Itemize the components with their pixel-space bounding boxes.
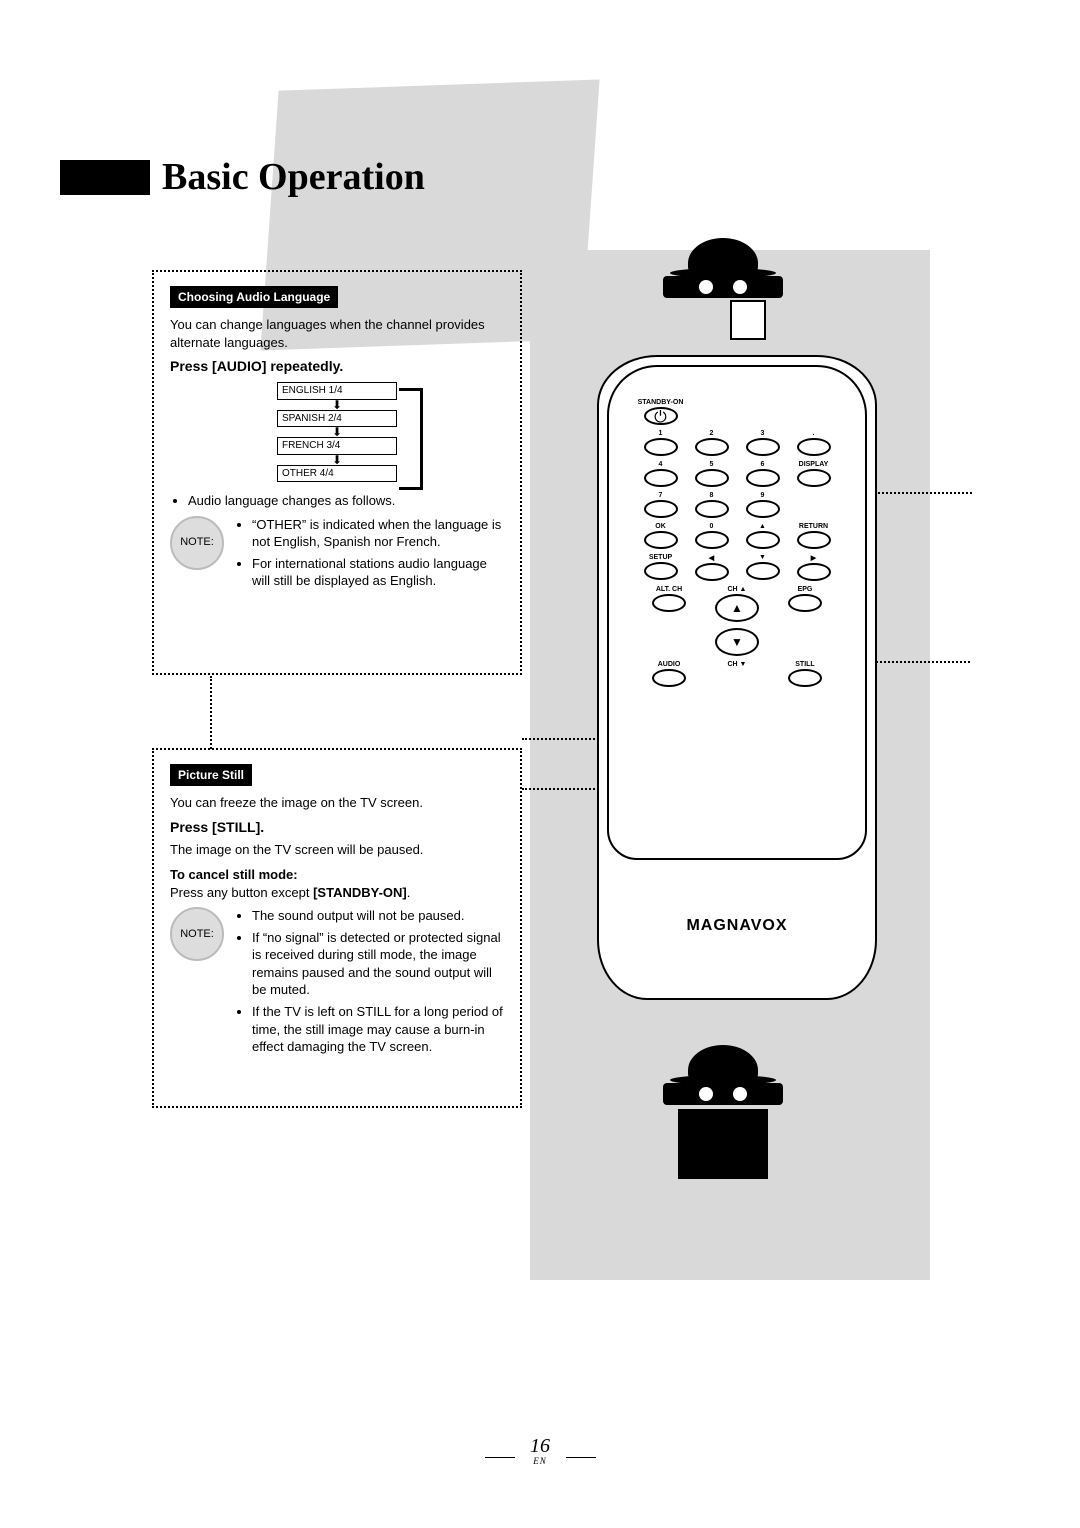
return-button [797, 531, 831, 549]
arrow-left-label: ◀ [688, 554, 735, 562]
display-button [797, 469, 831, 487]
altch-button [652, 594, 686, 612]
audio-language-tag: Choosing Audio Language [170, 286, 338, 308]
chup-button: ▲ [715, 594, 759, 622]
chup-label: CH ▲ [715, 586, 759, 593]
num-button [695, 438, 729, 456]
num-label: . [790, 430, 837, 437]
page-num-value: 16 [530, 1435, 550, 1457]
mascot-top [688, 238, 808, 340]
picture-still-box: Picture Still You can freeze the image o… [152, 748, 522, 1108]
num-button [746, 469, 780, 487]
num-label: 0 [688, 523, 735, 530]
num-label: 1 [637, 430, 684, 437]
audio-button [652, 669, 686, 687]
arrow-down-icon: ⬇ [277, 400, 397, 410]
audio-bullet: Audio language changes as follows. [188, 492, 504, 510]
num-label: 9 [739, 492, 786, 499]
setup-label: SETUP [637, 554, 684, 561]
audio-intro: You can change languages when the channe… [170, 316, 504, 351]
epg-button [788, 594, 822, 612]
still-note: The sound output will not be paused. [252, 907, 504, 925]
num-label: 6 [739, 461, 786, 468]
leader-audio-v [210, 676, 212, 749]
cancel-block: To cancel still mode: Press any button e… [170, 866, 504, 901]
picture-still-tag: Picture Still [170, 764, 252, 786]
audio-label: AUDIO [652, 661, 686, 668]
num-label: 4 [637, 461, 684, 468]
title-bar [60, 160, 150, 195]
audio-heading: Press [AUDIO] repeatedly. [170, 357, 504, 376]
num-button [746, 438, 780, 456]
setup-button [644, 562, 678, 580]
page-lang: EN [0, 1456, 1080, 1466]
standby-label: STANDBY-ON [637, 399, 684, 406]
audio-note: For international stations audio languag… [252, 555, 504, 590]
loop-arrow [399, 388, 423, 490]
arrow-up-button [746, 531, 780, 549]
arrow-down-icon: ⬇ [277, 427, 397, 437]
note-badge: NOTE: [170, 907, 224, 961]
mascot-bottom [688, 1045, 808, 1179]
arrow-right-button [797, 563, 831, 581]
arrow-up-label: ▲ [739, 523, 786, 530]
still-heading: Press [STILL]. [170, 818, 504, 837]
num-label: 3 [739, 430, 786, 437]
chdn-label: CH ▼ [728, 661, 747, 668]
remote-brand: MAGNAVOX [597, 917, 877, 935]
still-line: The image on the TV screen will be pause… [170, 841, 504, 859]
arrow-down-icon: ⬇ [277, 455, 397, 465]
page-title-row: Basic Operation [60, 155, 425, 199]
altch-label: ALT. CH [652, 586, 686, 593]
note-badge: NOTE: [170, 516, 224, 570]
still-button [788, 669, 822, 687]
cancel-bold: [STANDBY-ON] [313, 885, 407, 900]
num-label: 2 [688, 430, 735, 437]
ok-button [644, 531, 678, 549]
standby-button: ⏻ [644, 407, 678, 425]
epg-label: EPG [788, 586, 822, 593]
lang-option: OTHER 4/4 [277, 465, 397, 483]
num-label: 7 [637, 492, 684, 499]
cancel-post: . [407, 885, 411, 900]
num-label: 8 [688, 492, 735, 499]
display-label: DISPLAY [790, 461, 837, 468]
arrow-down-button [746, 562, 780, 580]
still-note: If “no signal” is detected or protected … [252, 929, 504, 999]
num-button [746, 500, 780, 518]
num-button [644, 469, 678, 487]
arrow-down-label: ▼ [739, 554, 786, 561]
audio-language-box: Choosing Audio Language You can change l… [152, 270, 522, 675]
num-button [695, 500, 729, 518]
num-button [797, 438, 831, 456]
page-number: 16 EN [0, 1435, 1080, 1466]
still-note: If the TV is left on STILL for a long pe… [252, 1003, 504, 1056]
arrow-left-button [695, 563, 729, 581]
num-label: 5 [688, 461, 735, 468]
still-intro: You can freeze the image on the TV scree… [170, 794, 504, 812]
return-label: RETURN [790, 523, 837, 530]
cancel-label: To cancel still mode: [170, 867, 298, 882]
still-label: STILL [788, 661, 822, 668]
num-button [695, 469, 729, 487]
remote-control: STANDBY-ON⏻ 1 2 3 . 4 5 6 DISPLAY 7 8 9 [597, 355, 877, 1000]
chdown-button: ▼ [715, 628, 759, 656]
num-button [644, 500, 678, 518]
language-flow: ENGLISH 1/4 ⬇ SPANISH 2/4 ⬇ FRENCH 3/4 ⬇… [227, 382, 447, 482]
page-title: Basic Operation [162, 155, 425, 199]
num-button [695, 531, 729, 549]
ok-label: OK [637, 523, 684, 530]
remote-panel: STANDBY-ON⏻ 1 2 3 . 4 5 6 DISPLAY 7 8 9 [607, 365, 867, 860]
cancel-pre: Press any button except [170, 885, 313, 900]
num-button [644, 438, 678, 456]
audio-note: “OTHER” is indicated when the language i… [252, 516, 504, 551]
arrow-right-label: ▶ [790, 554, 837, 562]
